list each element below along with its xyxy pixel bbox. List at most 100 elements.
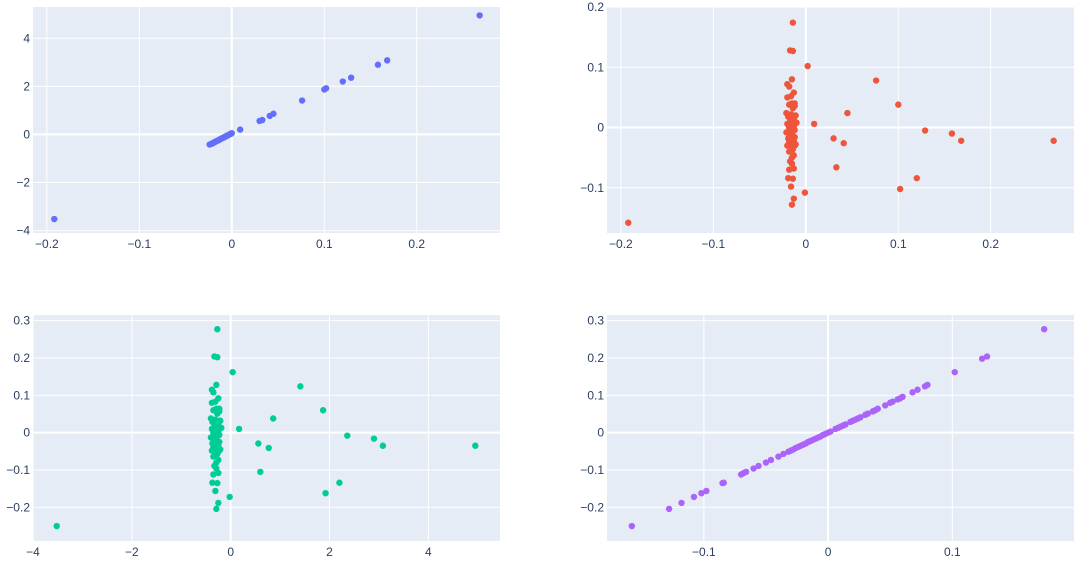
scatter-point — [833, 164, 840, 171]
y-tick-label: 0.1 — [587, 60, 604, 74]
x-tick-label: −4 — [26, 545, 40, 559]
scatter-point — [383, 57, 391, 64]
scatter-point — [789, 112, 797, 119]
scatter-point — [53, 522, 60, 530]
scatter-point — [789, 19, 797, 26]
scatter-point — [322, 489, 329, 497]
scatter-point — [212, 398, 219, 405]
y-axis-ticks: −4 −2 0 2 4 — [16, 31, 30, 237]
scatter-point — [236, 126, 244, 133]
scatter-point — [827, 428, 834, 435]
scatter-point — [882, 402, 889, 409]
y-axis-ticks: −0.2 −0.1 0 0.1 0.2 0.3 — [6, 314, 30, 515]
x-tick-label: −0.2 — [609, 237, 633, 251]
scatter-point — [789, 47, 797, 55]
x-tick-label: 0 — [802, 237, 809, 251]
scatter-point — [788, 76, 796, 83]
scatter-point — [476, 12, 483, 19]
scatter-point — [775, 453, 782, 460]
scatter-point — [909, 389, 916, 396]
y-tick-label: −0.1 — [580, 463, 604, 477]
scatter-point — [785, 174, 792, 182]
plot-area-background — [607, 7, 1074, 233]
y-tick-label: −0.2 — [580, 500, 604, 514]
scatter-point — [983, 353, 991, 360]
y-tick-label: 0.2 — [587, 0, 604, 14]
x-tick-label: 0 — [825, 545, 832, 559]
y-tick-label: 0 — [597, 121, 604, 135]
scatter-point — [265, 444, 272, 452]
x-tick-label: 0.2 — [408, 237, 425, 251]
scatter-point — [690, 493, 698, 501]
x-axis-ticks: −0.2 −0.1 0 0.1 0.2 — [35, 237, 425, 251]
scatter-point — [791, 102, 798, 110]
y-axis-ticks: −0.1 0 0.1 0.2 — [580, 0, 604, 195]
scatter-point — [212, 487, 219, 495]
data-points — [51, 12, 483, 223]
scatter-point — [899, 393, 906, 401]
y-tick-label: 0.2 — [587, 351, 604, 365]
scatter-point — [895, 101, 902, 108]
scatter-point — [804, 62, 811, 70]
scatter-point — [214, 325, 221, 333]
scatter-point — [214, 479, 221, 487]
y-tick-label: −4 — [16, 224, 30, 238]
scatter-point — [229, 368, 236, 376]
scatter-point — [257, 468, 264, 476]
subplot-top-right: −0.2 −0.1 0 0.1 0.2 −0.1 0 0.1 0.2 — [580, 0, 1074, 251]
scatter-point — [978, 355, 986, 362]
scatter-point — [914, 386, 921, 393]
scatter-point — [347, 74, 355, 81]
scatter-point — [720, 479, 727, 486]
scatter-point — [216, 408, 223, 415]
scatter-point — [785, 83, 793, 90]
scatter-point — [788, 201, 796, 208]
y-tick-label: 4 — [23, 31, 30, 45]
scatter-point — [214, 354, 221, 361]
y-tick-label: −0.1 — [6, 463, 30, 477]
scatter-point — [215, 469, 222, 477]
y-tick-label: 0 — [23, 426, 30, 440]
scatter-point — [787, 92, 795, 100]
scatter-point — [298, 97, 306, 104]
scatter-point — [1040, 325, 1048, 333]
scatter-point — [788, 160, 796, 167]
scatter-point — [228, 130, 236, 137]
scatter-point — [213, 381, 220, 389]
gridlines — [32, 315, 500, 541]
scatter-point — [780, 450, 787, 458]
y-tick-label: 0.2 — [13, 351, 30, 365]
x-tick-label: −2 — [125, 545, 139, 559]
scatter-point — [678, 499, 685, 507]
data-points — [625, 19, 1057, 226]
y-axis-ticks: −0.2 −0.1 0 0.1 0.2 0.3 — [580, 314, 604, 515]
scatter-point — [874, 405, 881, 412]
x-tick-label: 0.1 — [944, 545, 961, 559]
scatter-point — [810, 120, 818, 128]
x-tick-label: 0 — [228, 237, 235, 251]
scatter-point — [698, 489, 705, 497]
scatter-point — [703, 487, 710, 495]
x-axis-ticks: −0.1 0 0.1 — [692, 545, 961, 559]
scatter-point — [791, 142, 798, 149]
x-tick-label: 2 — [326, 545, 333, 559]
scatter-point — [370, 435, 378, 442]
scatter-point — [864, 410, 872, 417]
scatter-point — [951, 368, 958, 376]
x-axis-ticks: −0.2 −0.1 0 0.1 0.2 — [609, 237, 999, 251]
scatter-point — [842, 421, 849, 428]
y-tick-label: −0.2 — [6, 500, 30, 514]
scatter-point — [1050, 137, 1057, 144]
scatter-point — [339, 78, 346, 85]
scatter-point — [297, 383, 304, 390]
x-tick-label: −0.1 — [692, 545, 716, 559]
scatter-point — [336, 479, 343, 486]
scatter-point — [319, 407, 327, 414]
scatter-point — [214, 417, 221, 424]
data-points — [53, 325, 479, 530]
x-tick-label: −0.1 — [701, 237, 725, 251]
scatter-point — [889, 398, 896, 405]
scatter-point — [625, 219, 632, 226]
y-tick-label: 0 — [597, 426, 604, 440]
